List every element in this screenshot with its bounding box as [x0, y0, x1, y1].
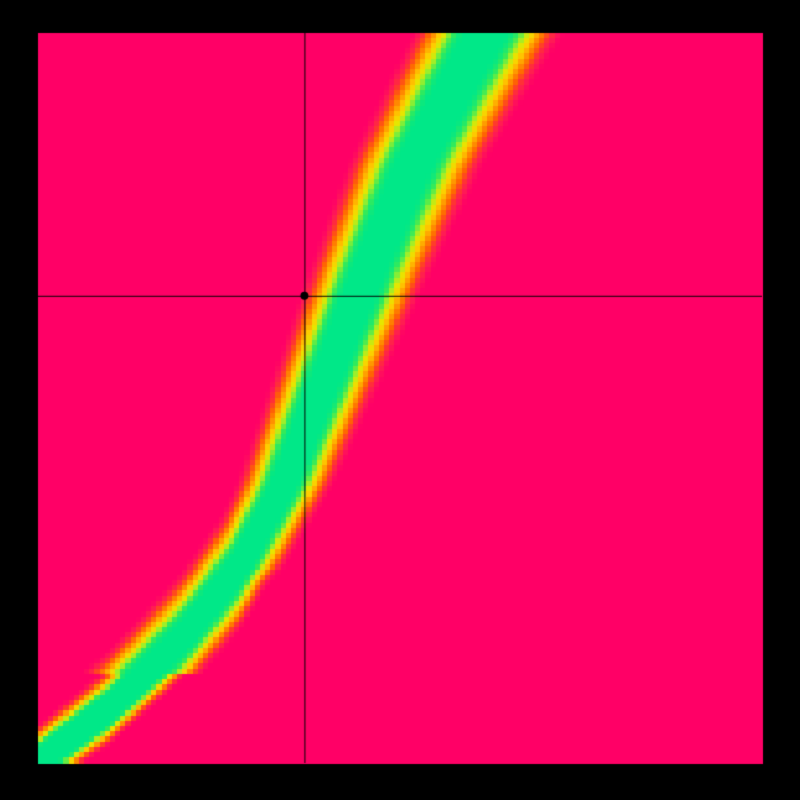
chart-container: TheBottleneck.com	[0, 0, 800, 800]
heatmap-canvas	[0, 0, 800, 800]
